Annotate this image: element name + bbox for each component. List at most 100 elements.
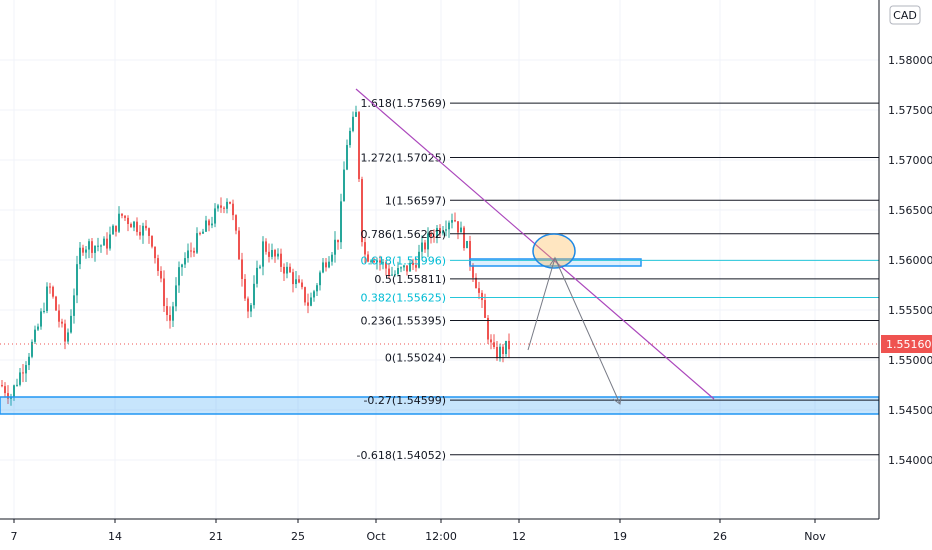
- candle-body: [271, 249, 273, 257]
- candle-body: [418, 251, 420, 268]
- candle-body: [334, 239, 336, 255]
- fib-levels: 1.618(1.57569) 1.272(1.57025) 1(1.56597) 0.…: [356, 97, 879, 462]
- x-tick-label: 25: [291, 530, 305, 543]
- candle-body: [85, 249, 87, 253]
- x-tick-label: 14: [108, 530, 122, 543]
- candle-body: [427, 233, 429, 250]
- candle-body: [262, 241, 264, 267]
- candle-body: [301, 282, 303, 288]
- candle-body: [451, 220, 453, 223]
- candle-body: [115, 225, 117, 232]
- candle-body: [91, 241, 93, 253]
- candle-body: [187, 250, 189, 259]
- candle-body: [454, 220, 456, 222]
- candle-body: [25, 365, 27, 374]
- candle-body: [169, 315, 171, 321]
- candle-body: [475, 277, 477, 289]
- candle-body: [244, 278, 246, 299]
- last-price-badge: [881, 335, 932, 353]
- y-tick-label: 1.56500: [888, 204, 932, 217]
- candle-body: [430, 233, 432, 237]
- y-tick-label: 1.54500: [888, 404, 932, 417]
- candle-body: [343, 169, 345, 202]
- candle-body: [118, 213, 120, 232]
- candle-body: [82, 247, 84, 253]
- x-tick-label: Oct: [366, 530, 386, 543]
- candle-body: [40, 311, 42, 327]
- candle-body: [280, 253, 282, 267]
- candle-body: [457, 221, 459, 233]
- candle-body: [4, 386, 6, 394]
- candle-body: [406, 265, 408, 272]
- candle-body: [76, 264, 78, 296]
- candle-body: [391, 274, 393, 276]
- candle-body: [241, 259, 243, 279]
- fib-label: 0.5(1.55811): [374, 273, 446, 286]
- candle-body: [184, 258, 186, 265]
- grid: [0, 0, 879, 519]
- y-tick-label: 1.54000: [888, 454, 932, 467]
- fib-label: 0.618(1.55996): [360, 254, 446, 267]
- candle-body: [295, 279, 297, 285]
- candle-body: [313, 291, 315, 298]
- candle-body: [112, 225, 114, 235]
- candle-body: [433, 236, 435, 238]
- candle-body: [322, 262, 324, 273]
- candle-body: [145, 225, 147, 229]
- candle-body: [250, 305, 252, 312]
- candle-body: [385, 262, 387, 269]
- candle-body: [238, 230, 240, 260]
- candle-body: [436, 228, 438, 238]
- x-tick-label: 7: [11, 530, 18, 543]
- y-tick-label: 1.56000: [888, 254, 932, 267]
- candle-body: [403, 265, 405, 268]
- candle-body: [448, 222, 450, 230]
- candle-body: [286, 266, 288, 274]
- candle-body: [424, 242, 426, 250]
- candle-body: [124, 215, 126, 218]
- candle-body: [13, 385, 15, 397]
- candle-body: [472, 265, 474, 278]
- currency-badge[interactable]: [889, 5, 921, 25]
- candle-body: [277, 253, 279, 257]
- x-tick-label: 21: [209, 530, 223, 543]
- candle-body: [160, 270, 162, 279]
- candle-body: [232, 203, 234, 216]
- x-tick-label: 26: [713, 530, 727, 543]
- candle-body: [400, 267, 402, 269]
- y-tick-label: 1.57500: [888, 104, 932, 117]
- candle-body: [235, 215, 237, 231]
- candle-body: [388, 268, 390, 275]
- candle-body: [106, 238, 108, 249]
- candle-body: [265, 241, 267, 252]
- candle-body: [367, 254, 369, 262]
- candle-body: [325, 262, 327, 268]
- candle-body: [154, 246, 156, 259]
- candle-body: [502, 346, 504, 355]
- candle-body: [421, 242, 423, 252]
- candle-body: [73, 295, 75, 316]
- candle-body: [193, 250, 195, 253]
- candle-body: [505, 340, 507, 355]
- arrow-head-up: [549, 257, 560, 267]
- candle-body: [208, 220, 210, 226]
- fib-label: -0.27(1.54599): [363, 394, 446, 407]
- candle-body: [394, 274, 396, 276]
- candle-body: [49, 286, 51, 288]
- candle-body: [97, 245, 99, 247]
- candle-body: [1, 385, 3, 387]
- x-tick-label: 19: [613, 530, 627, 543]
- candles: [0, 105, 879, 406]
- x-tick-label: Nov: [804, 530, 826, 543]
- fib-label: 1.272(1.57025): [360, 152, 446, 165]
- fib-label: 0(1.55024): [385, 352, 446, 365]
- candle-body: [151, 235, 153, 247]
- candle-body: [508, 340, 510, 350]
- candle-body: [328, 261, 330, 268]
- candle-body: [358, 112, 360, 180]
- candle-body: [409, 262, 411, 272]
- candle-body: [370, 260, 372, 262]
- candle-body: [481, 292, 483, 301]
